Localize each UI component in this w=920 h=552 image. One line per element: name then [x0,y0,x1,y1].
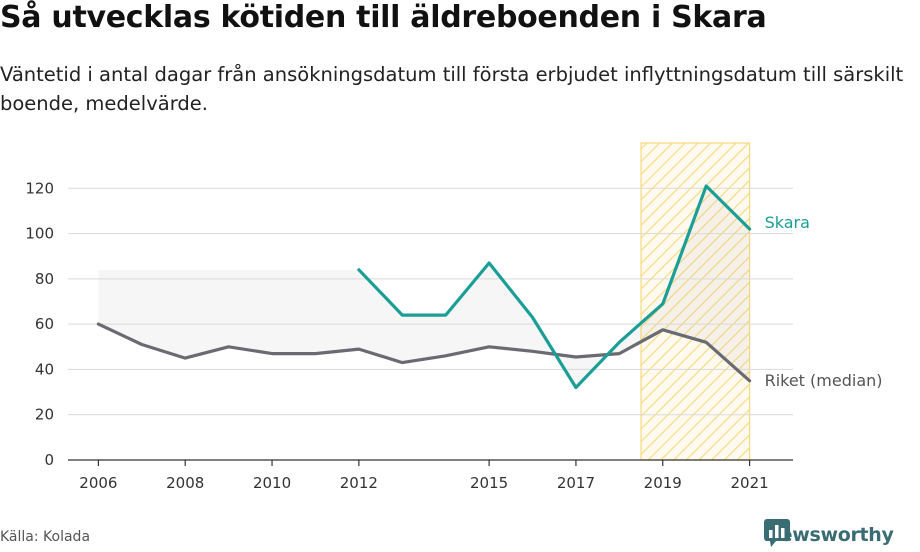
source-note: Källa: Kolada [0,529,91,545]
highlight-period-band [640,142,751,461]
x-tick-label: 2017 [557,474,595,492]
x-tick-label: 2008 [166,474,204,492]
x-tick-label: 2021 [730,474,768,492]
brand-name: Newsworthy [764,524,894,546]
series-label-riket: Riket (median) [765,371,883,390]
brand-logo: Newsworthy [764,519,894,551]
series-line-skara [357,184,752,390]
x-tick-label: 2012 [340,474,378,492]
y-tick-label: 100 [25,225,54,243]
y-tick-label: 80 [35,270,54,288]
newsworthy-chart-icon [764,519,790,547]
series-line-riket [96,322,752,383]
y-tick-label: 120 [25,179,54,197]
y-tick-label: 60 [35,315,54,333]
x-tick-label: 2015 [470,474,508,492]
difference-shading [98,186,750,388]
y-tick-label: 20 [35,406,54,424]
chart-subtitle: Väntetid i antal dagar från ansökningsda… [0,63,904,115]
series-label-skara: Skara [765,213,810,232]
x-tick-label: 2019 [644,474,682,492]
y-tick-label: 0 [44,451,54,469]
chart-title: Så utvecklas kötiden till äldreboenden i… [0,0,767,35]
x-tick-label: 2006 [79,474,117,492]
x-tick-label: 2010 [253,474,291,492]
y-tick-label: 40 [35,360,54,378]
